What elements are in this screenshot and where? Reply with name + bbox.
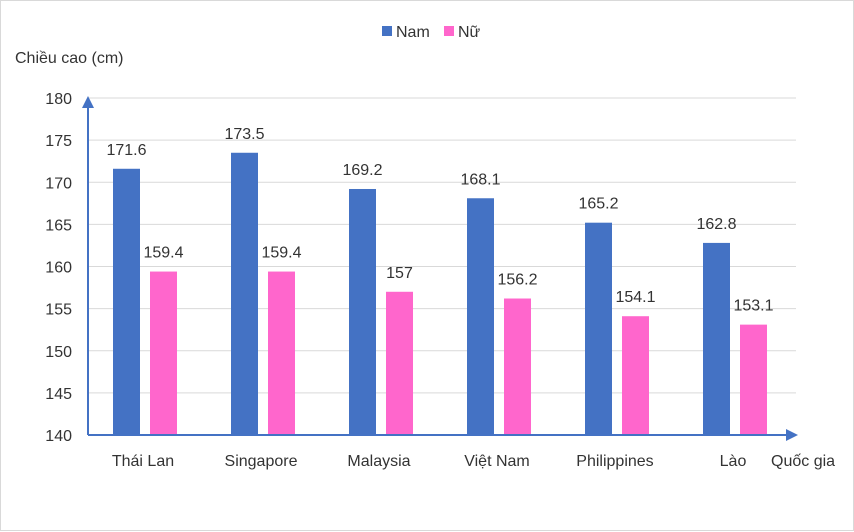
y-tick-label-165: 165: [45, 217, 72, 234]
bar-nu-2: [386, 291, 413, 435]
y-tick-label-170: 170: [45, 175, 72, 192]
y-axis-title: Chiều cao (cm): [15, 50, 123, 67]
data-label-nam-1: 173.5: [224, 126, 264, 143]
x-axis-title: Quốc gia: [771, 453, 835, 470]
y-tick-label-145: 145: [45, 386, 72, 403]
y-tick-label-160: 160: [45, 260, 72, 277]
bar-nu-5: [740, 324, 767, 435]
x-tick-label-0: Thái Lan: [112, 453, 174, 470]
data-label-nu-4: 154.1: [615, 289, 655, 306]
data-label-nu-2: 157: [386, 265, 413, 282]
data-label-nam-4: 165.2: [578, 196, 618, 213]
y-tick-label-155: 155: [45, 302, 72, 319]
bar-nam-2: [349, 188, 376, 435]
legend-label-nu: Nữ: [458, 24, 481, 41]
x-axis-arrow: [786, 429, 798, 441]
x-tick-label-2: Malaysia: [347, 453, 410, 470]
bar-nam-4: [585, 222, 612, 435]
y-axis-arrow: [82, 96, 94, 108]
y-tick-label-140: 140: [45, 428, 72, 445]
data-label-nam-5: 162.8: [696, 216, 736, 233]
legend-swatch-nam: [382, 26, 392, 36]
bar-nam-1: [231, 152, 258, 435]
x-tick-label-3: Việt Nam: [464, 453, 530, 470]
data-label-nam-0: 171.6: [106, 142, 146, 159]
data-label-nam-2: 169.2: [342, 162, 382, 179]
data-label-nu-0: 159.4: [143, 245, 183, 262]
data-label-nu-3: 156.2: [497, 272, 537, 289]
bar-nam-3: [467, 198, 494, 435]
bar-nam-5: [703, 242, 730, 435]
legend-swatch-nu: [444, 26, 454, 36]
data-label-nam-3: 168.1: [460, 171, 500, 188]
y-tick-label-175: 175: [45, 133, 72, 150]
x-tick-label-1: Singapore: [225, 453, 298, 470]
bar-nu-1: [268, 271, 295, 435]
bar-nam-0: [113, 168, 140, 435]
data-label-nu-1: 159.4: [261, 245, 301, 262]
bar-nu-0: [150, 271, 177, 435]
legend-label-nam: Nam: [396, 24, 430, 41]
y-tick-label-180: 180: [45, 91, 72, 108]
data-label-nu-5: 153.1: [733, 298, 773, 315]
y-tick-label-150: 150: [45, 344, 72, 361]
x-tick-label-4: Philippines: [576, 453, 653, 470]
x-tick-label-5: Lào: [720, 453, 747, 470]
bar-nu-4: [622, 316, 649, 435]
bar-nu-3: [504, 298, 531, 435]
